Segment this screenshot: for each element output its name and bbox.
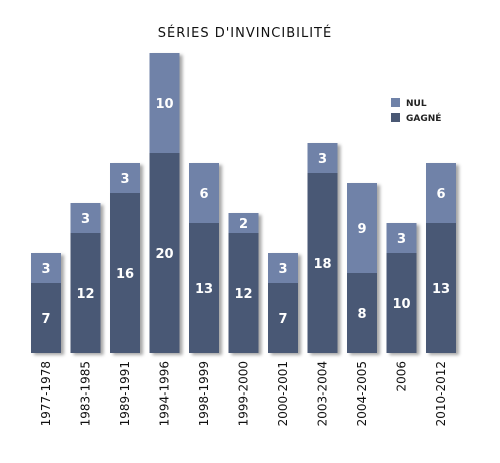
bar-group xyxy=(307,143,338,353)
bar-segment-nul xyxy=(189,163,219,223)
x-tick-label: 1989-1991 xyxy=(118,361,132,426)
data-label-nul: 6 xyxy=(436,187,445,202)
bar-segment-nul xyxy=(347,183,377,273)
x-tick-label: 2004-2005 xyxy=(355,361,369,426)
data-label-gagne: 7 xyxy=(278,312,287,327)
bar-segment-gagne xyxy=(189,223,219,353)
data-label-nul: 9 xyxy=(357,222,366,237)
x-tick-label: 1977-1978 xyxy=(39,361,53,426)
data-label-gagne: 18 xyxy=(313,257,331,272)
bar-segment-gagne xyxy=(70,233,101,353)
data-label-gagne: 13 xyxy=(432,282,450,297)
bar-segment-gagne xyxy=(426,223,456,353)
bar-segment-gagne xyxy=(149,153,180,353)
data-label-nul: 3 xyxy=(318,152,327,167)
bar-group xyxy=(70,203,101,353)
bar-segment-gagne xyxy=(268,283,298,353)
x-tick-label: 1999-2000 xyxy=(237,361,251,426)
bar-segment-nul xyxy=(31,253,61,283)
x-tick-label: 2006 xyxy=(395,361,409,392)
bar-segment-gagne xyxy=(386,253,417,353)
legend: NUL GAGNÉ xyxy=(391,98,441,124)
data-label-nul: 2 xyxy=(239,217,248,232)
x-tick-label: 2000-2001 xyxy=(276,361,290,426)
data-label-gagne: 16 xyxy=(116,267,134,282)
bar-group xyxy=(386,223,417,353)
bar-segment-gagne xyxy=(110,193,140,353)
legend-swatch xyxy=(391,113,400,122)
x-axis-tick-labels: 1977-1978 1983-1985 1989-1991 1994-1996 1998… xyxy=(39,361,448,426)
data-label-gagne: 12 xyxy=(234,287,252,302)
bar-group xyxy=(228,213,259,353)
x-tick-label: 2010-2012 xyxy=(434,361,448,426)
bar-segment-gagne xyxy=(31,283,61,353)
bar-group xyxy=(189,163,219,353)
bar-group xyxy=(426,163,456,353)
bars: 7 3 12 3 16 3 20 10 13 6 12 2 7 3 18 3 8 9 10 3 13 6 xyxy=(31,53,456,353)
bar-segment-nul xyxy=(70,203,101,233)
data-label-nul: 6 xyxy=(199,187,208,202)
bar-group xyxy=(31,253,61,353)
bar-segment-nul xyxy=(386,223,417,253)
chart-title: SÉRIES D'INVINCIBILITÉ xyxy=(158,25,332,41)
bar-segment-nul xyxy=(426,163,456,223)
data-label-gagne: 12 xyxy=(76,287,94,302)
data-label-nul: 3 xyxy=(397,232,406,247)
x-tick-label: 1994-1996 xyxy=(158,361,172,426)
bar-group xyxy=(110,163,140,353)
bar-group xyxy=(149,53,180,353)
bar-group xyxy=(268,253,298,353)
data-label-nul: 10 xyxy=(155,97,173,112)
legend-swatch xyxy=(391,98,400,107)
x-tick-label: 2003-2004 xyxy=(316,361,330,426)
bar-segment-nul xyxy=(110,163,140,193)
data-label-nul: 3 xyxy=(278,262,287,277)
bar-segment-nul xyxy=(307,143,338,173)
data-label-gagne: 13 xyxy=(195,282,213,297)
data-label-gagne: 8 xyxy=(357,307,366,322)
x-tick-label: 1983-1985 xyxy=(79,361,93,426)
bar-segment-nul xyxy=(228,213,259,233)
bar-segment-gagne xyxy=(307,173,338,353)
data-label-nul: 3 xyxy=(120,172,129,187)
data-label-gagne: 20 xyxy=(155,247,173,262)
legend-label: GAGNÉ xyxy=(406,112,441,124)
data-label-nul: 3 xyxy=(81,212,90,227)
bar-segment-nul xyxy=(268,253,298,283)
bar-segment-gagne xyxy=(347,273,377,353)
bar-segment-gagne xyxy=(228,233,259,353)
legend-label: NUL xyxy=(406,99,427,109)
x-tick-label: 1998-1999 xyxy=(197,361,211,426)
bar-segment-nul xyxy=(149,53,180,153)
bar-group xyxy=(347,183,377,353)
data-label-gagne: 10 xyxy=(392,297,410,312)
data-label-gagne: 7 xyxy=(41,312,50,327)
data-label-nul: 3 xyxy=(41,262,50,277)
